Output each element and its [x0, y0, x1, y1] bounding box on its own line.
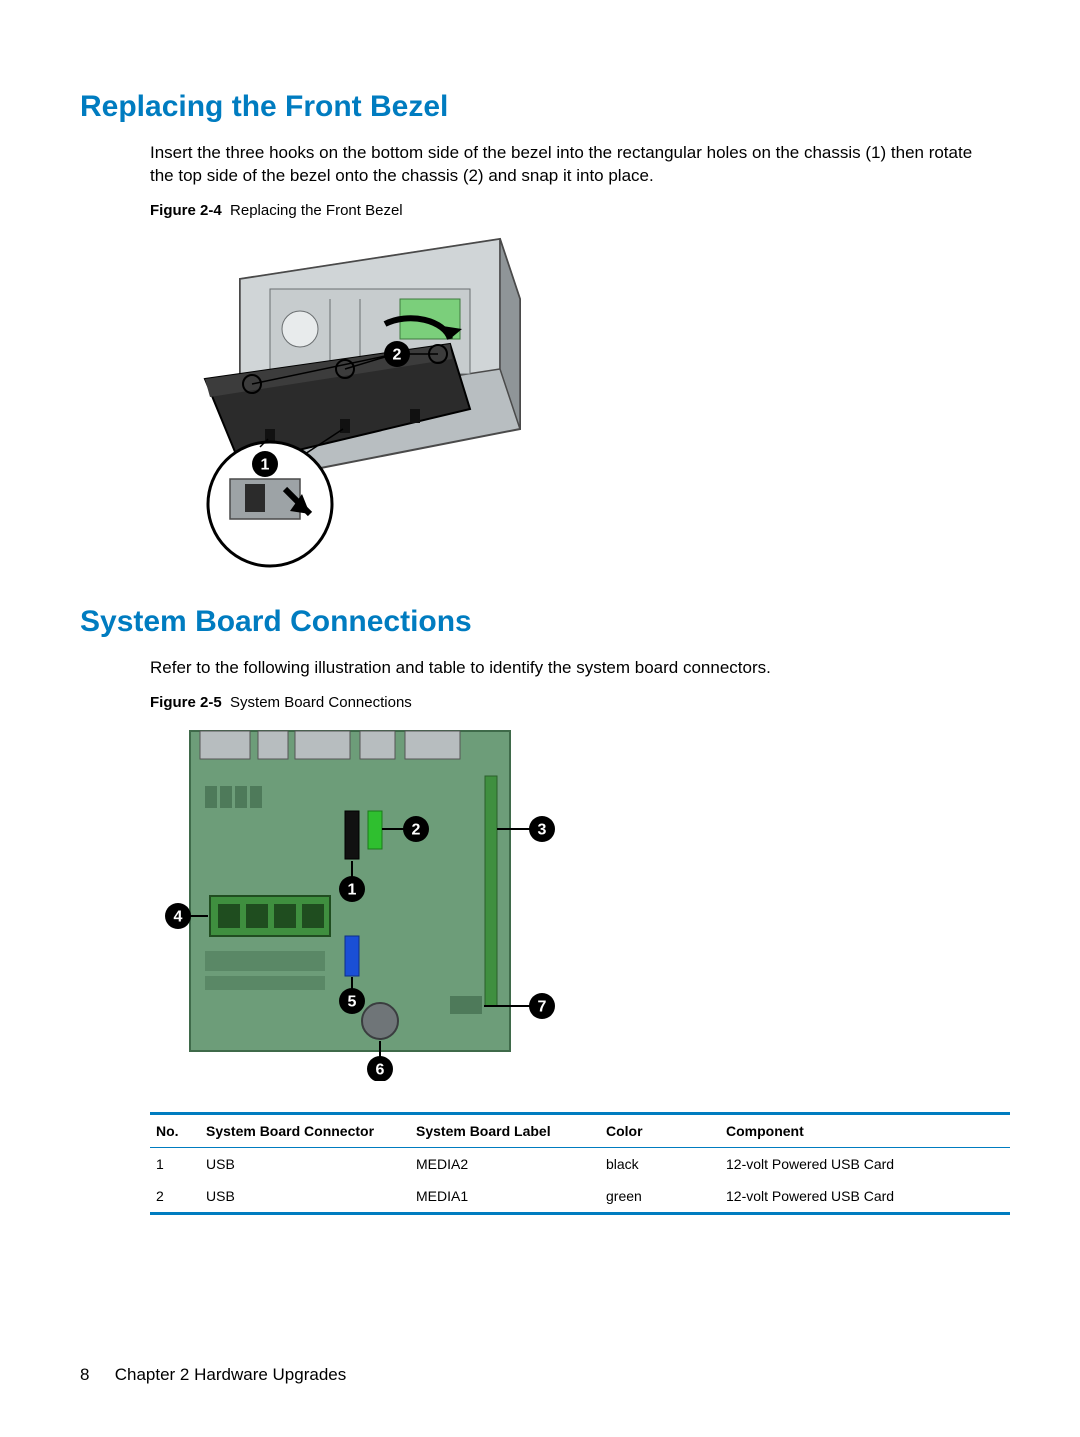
page-footer: 8 Chapter 2 Hardware Upgrades	[80, 1365, 346, 1385]
table-row: 2 USB MEDIA1 green 12-volt Powered USB C…	[150, 1180, 1010, 1214]
board-callout-6: 6	[376, 1061, 385, 1078]
connectors-table: No. System Board Connector System Board …	[150, 1112, 1010, 1215]
callout-1-badge: 1	[261, 456, 270, 473]
cell-component: 12-volt Powered USB Card	[720, 1147, 1010, 1180]
section2-heading: System Board Connections	[80, 605, 1000, 639]
chapter-label: Chapter 2 Hardware Upgrades	[115, 1365, 347, 1384]
section1-heading: Replacing the Front Bezel	[80, 90, 1000, 124]
cell-label: MEDIA2	[410, 1147, 600, 1180]
cell-connector: USB	[200, 1180, 410, 1214]
cell-no: 1	[150, 1147, 200, 1180]
cell-component: 12-volt Powered USB Card	[720, 1180, 1010, 1214]
figure-2-4-title: Replacing the Front Bezel	[230, 202, 403, 219]
board-callout-4: 4	[174, 908, 183, 925]
th-component: Component	[720, 1113, 1010, 1147]
section2-paragraph: Refer to the following illustration and …	[150, 657, 1000, 680]
figure-2-5-title: System Board Connections	[230, 694, 412, 711]
board-callout-5: 5	[348, 993, 357, 1010]
figure-2-5-caption: Figure 2-5 System Board Connections	[150, 694, 1000, 711]
page-number: 8	[80, 1365, 110, 1385]
cell-color: black	[600, 1147, 720, 1180]
callout-2-badge: 2	[393, 346, 402, 363]
table-header-row: No. System Board Connector System Board …	[150, 1113, 1010, 1147]
figure-2-5-illustration: 1 2 3 4 5 6 7	[150, 721, 1000, 1086]
board-callout-3: 3	[538, 821, 547, 838]
board-callout-2: 2	[412, 821, 421, 838]
cell-color: green	[600, 1180, 720, 1214]
th-color: Color	[600, 1113, 720, 1147]
figure-2-5-number: Figure 2-5	[150, 694, 222, 711]
cell-connector: USB	[200, 1147, 410, 1180]
th-label: System Board Label	[410, 1113, 600, 1147]
section1-paragraph: Insert the three hooks on the bottom sid…	[150, 142, 1000, 188]
figure-2-4-illustration: 2 1	[150, 229, 1000, 579]
th-connector: System Board Connector	[200, 1113, 410, 1147]
cell-no: 2	[150, 1180, 200, 1214]
table-row: 1 USB MEDIA2 black 12-volt Powered USB C…	[150, 1147, 1010, 1180]
figure-2-4-number: Figure 2-4	[150, 202, 222, 219]
th-no: No.	[150, 1113, 200, 1147]
cell-label: MEDIA1	[410, 1180, 600, 1214]
figure-2-4-caption: Figure 2-4 Replacing the Front Bezel	[150, 202, 1000, 219]
board-callout-1: 1	[348, 881, 357, 898]
board-callout-7: 7	[538, 998, 547, 1015]
